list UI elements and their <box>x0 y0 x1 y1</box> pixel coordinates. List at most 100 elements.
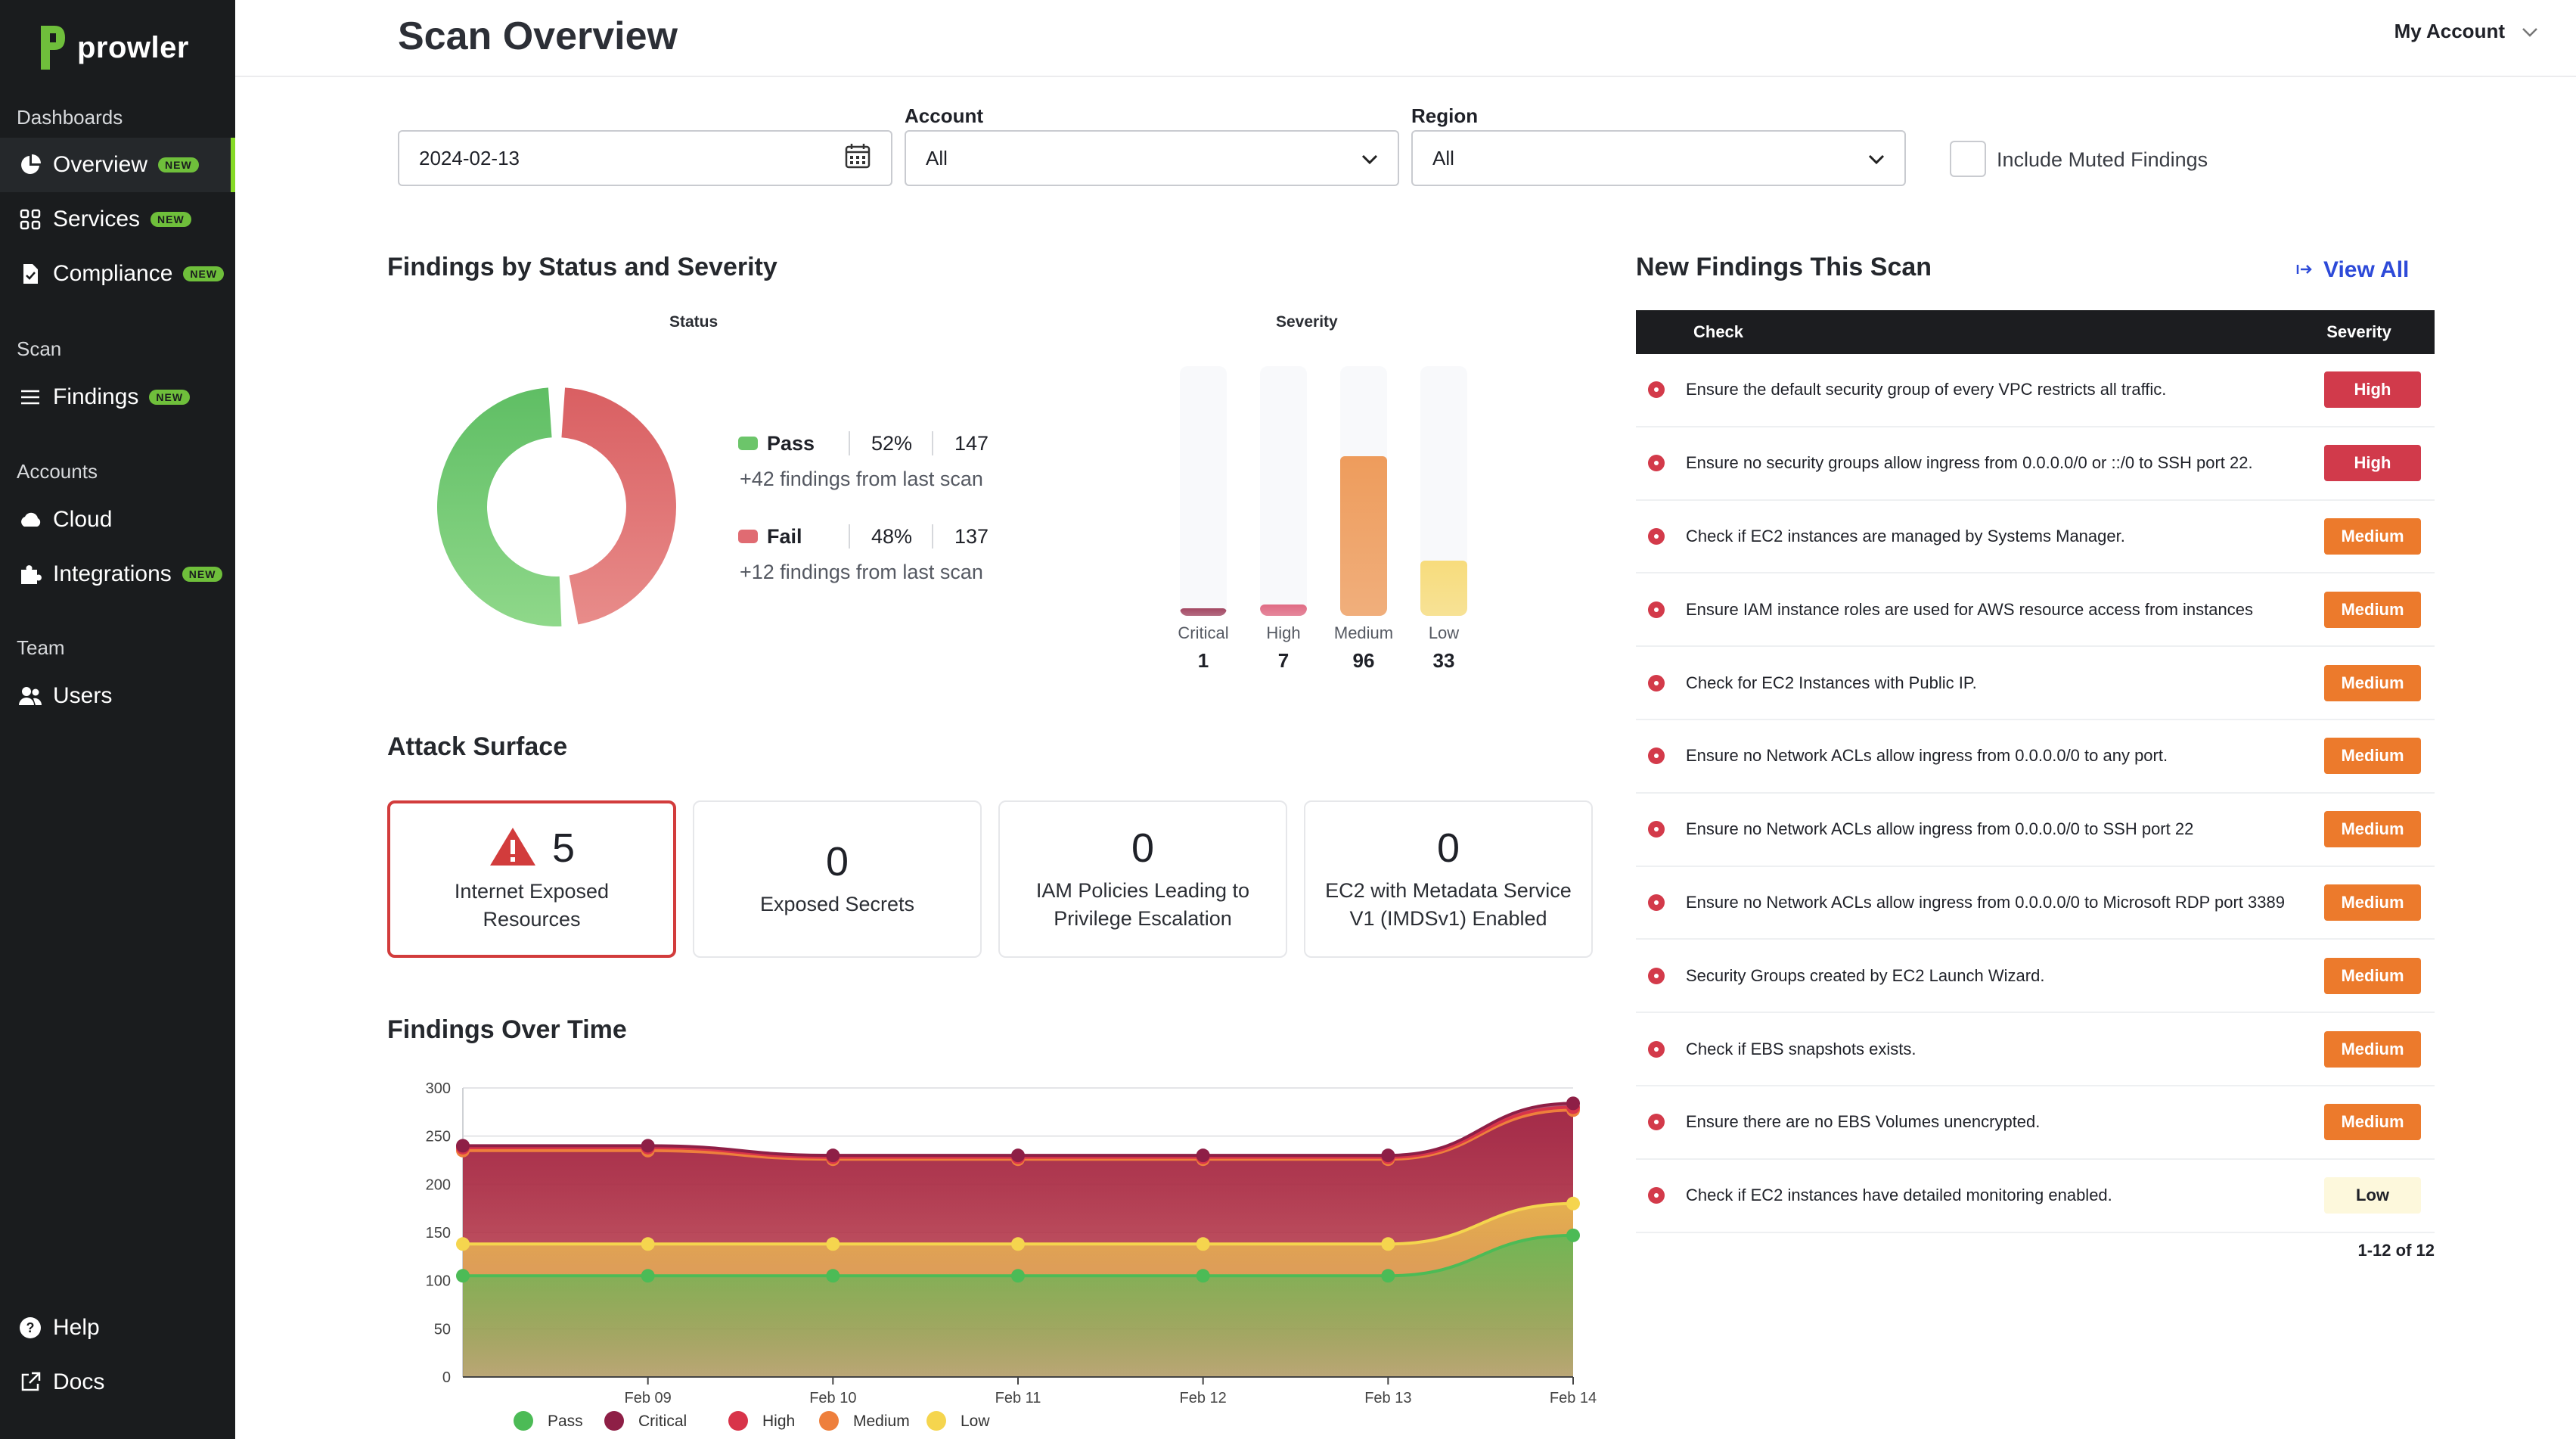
include-muted-label: Include Muted Findings <box>1997 148 2208 171</box>
fail-status-icon <box>1648 1187 1665 1204</box>
card-iam-privilege-escalation[interactable]: 0 IAM Policies Leading to Privilege Esca… <box>998 800 1287 958</box>
pass-percent: 52% <box>871 431 913 455</box>
table-body: Ensure the default security group of eve… <box>1636 354 2435 1233</box>
region-select-value: All <box>1432 146 1454 169</box>
account-select[interactable]: All <box>905 130 1399 186</box>
new-findings-table: Check Severity Ensure the default securi… <box>1636 310 2435 1233</box>
severity-bar-high <box>1260 366 1307 616</box>
y-tick-label: 100 <box>426 1273 451 1290</box>
section-dashboards: Dashboards <box>17 106 123 129</box>
table-row[interactable]: Security Groups created by EC2 Launch Wi… <box>1636 940 2435 1014</box>
card-internet-exposed[interactable]: 5 Internet Exposed Resources <box>387 800 676 958</box>
y-tick-label: 300 <box>426 1080 451 1097</box>
sidebar-item-label: Compliance <box>53 261 173 286</box>
data-point-pass <box>826 1269 840 1283</box>
fail-status-icon <box>1648 381 1665 399</box>
sidebar-item-cloud[interactable]: Cloud <box>0 493 235 547</box>
fail-status-icon <box>1648 1114 1665 1131</box>
chevron-down-icon <box>1868 147 1885 170</box>
status-label: Status <box>669 313 718 331</box>
donut-slice-pass <box>436 387 562 626</box>
finding-check: Check if EC2 instances have detailed mon… <box>1686 1186 2112 1205</box>
severity-label-low: Low <box>1428 623 1460 642</box>
table-row[interactable]: Check if EC2 instances have detailed mon… <box>1636 1160 2435 1233</box>
pagination-info: 1-12 of 12 <box>2357 1241 2435 1260</box>
severity-count-high: 7 <box>1277 649 1290 672</box>
data-point-low <box>1566 1196 1580 1211</box>
x-tick-label: Feb 11 <box>995 1390 1041 1406</box>
column-header-check[interactable]: Check <box>1693 322 1744 341</box>
area-pass <box>463 1235 1573 1377</box>
sidebar-item-users[interactable]: Users <box>0 669 235 723</box>
pie-chart-icon <box>18 153 42 177</box>
data-point-critical <box>1196 1148 1210 1163</box>
arrow-right-icon <box>2296 257 2313 283</box>
severity-badge: High <box>2324 445 2421 482</box>
card-label: IAM Policies Leading to Privilege Escala… <box>1035 879 1250 930</box>
column-header-severity[interactable]: Severity <box>2326 322 2391 341</box>
data-point-pass <box>1381 1269 1395 1283</box>
sidebar-item-overview[interactable]: Overview NEW <box>0 138 235 192</box>
card-exposed-secrets[interactable]: 0 Exposed Secrets <box>693 800 982 958</box>
table-row[interactable]: Check for EC2 Instances with Public IP. M… <box>1636 647 2435 720</box>
table-row[interactable]: Ensure no Network ACLs allow ingress fro… <box>1636 794 2435 867</box>
finding-check: Ensure the default security group of eve… <box>1686 380 2167 399</box>
fail-status-icon <box>1648 674 1665 692</box>
fail-status-icon <box>1648 455 1665 472</box>
sidebar-item-services[interactable]: Services NEW <box>0 192 235 247</box>
table-row[interactable]: Ensure no Network ACLs allow ingress fro… <box>1636 720 2435 794</box>
data-point-critical <box>1566 1096 1580 1111</box>
date-picker[interactable]: 2024-02-13 <box>398 130 892 186</box>
section-scan: Scan <box>17 337 62 360</box>
sidebar-item-integrations[interactable]: Integrations NEW <box>0 547 235 601</box>
table-row[interactable]: Ensure there are no EBS Volumes unencryp… <box>1636 1086 2435 1160</box>
table-row[interactable]: Ensure no Network ACLs allow ingress fro… <box>1636 867 2435 940</box>
finding-check: Security Groups created by EC2 Launch Wi… <box>1686 965 2045 985</box>
severity-count-medium: 96 <box>1352 649 1375 672</box>
legend-marker-critical <box>604 1411 624 1431</box>
fail-percent: 48% <box>871 524 913 548</box>
y-tick-label: 200 <box>426 1176 451 1193</box>
sidebar-item-help[interactable]: ? Help <box>0 1301 235 1355</box>
chevron-down-icon <box>2522 20 2538 43</box>
table-row[interactable]: Ensure the default security group of eve… <box>1636 354 2435 427</box>
divider <box>932 524 933 549</box>
legend-pass: Pass 52% 147 <box>738 431 989 455</box>
sidebar-item-docs[interactable]: Docs <box>0 1355 235 1409</box>
view-all-link[interactable]: View All <box>2296 257 2409 283</box>
sidebar-item-findings[interactable]: Findings NEW <box>0 370 235 424</box>
sidebar-item-label: Services <box>53 207 141 232</box>
findings-over-time-title: Findings Over Time <box>387 1015 627 1044</box>
fail-count: 137 <box>954 524 989 548</box>
table-row[interactable]: Check if EC2 instances are managed by Sy… <box>1636 501 2435 574</box>
y-tick-label: 50 <box>434 1321 451 1338</box>
region-select[interactable]: All <box>1411 130 1906 186</box>
account-menu[interactable]: My Account <box>2394 20 2538 43</box>
table-header: Check Severity <box>1636 310 2435 354</box>
divider <box>849 431 850 455</box>
data-point-pass <box>1196 1269 1210 1283</box>
table-row[interactable]: Check if EBS snapshots exists. Medium <box>1636 1013 2435 1086</box>
calendar-icon <box>844 142 871 175</box>
sidebar-item-compliance[interactable]: Compliance NEW <box>0 247 235 301</box>
header-divider <box>235 76 2576 77</box>
data-point-pass <box>1011 1269 1025 1283</box>
include-muted-checkbox[interactable] <box>1950 141 1986 177</box>
severity-label-critical: Critical <box>1178 623 1229 642</box>
table-row[interactable]: Ensure IAM instance roles are used for A… <box>1636 573 2435 648</box>
help-icon: ? <box>18 1316 42 1340</box>
date-value: 2024-02-13 <box>419 146 520 169</box>
pass-note: +42 findings from last scan <box>740 468 983 490</box>
sidebar-item-label: Help <box>53 1315 100 1340</box>
pass-count: 147 <box>954 431 989 455</box>
card-value: 0 <box>1131 825 1155 871</box>
donut-slice-fail <box>561 387 676 625</box>
severity-fill-medium <box>1340 455 1387 616</box>
severity-bar-critical <box>1180 366 1227 616</box>
card-imdsv1-enabled[interactable]: 0 EC2 with Metadata Service V1 (IMDSv1) … <box>1304 800 1593 958</box>
brand-logo[interactable]: prowler <box>39 24 189 71</box>
table-row[interactable]: Ensure no security groups allow ingress … <box>1636 427 2435 501</box>
card-value: 5 <box>551 825 576 871</box>
page-title: Scan Overview <box>398 14 678 58</box>
divider <box>932 431 933 455</box>
